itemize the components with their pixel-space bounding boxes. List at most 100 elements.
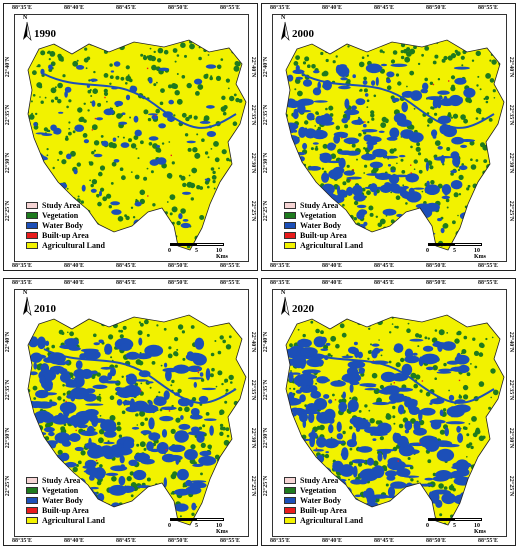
longitude-tick-bottom: 88°45'E — [115, 263, 137, 269]
legend-row: Vegetation — [26, 210, 105, 220]
vegetation-patch — [488, 118, 493, 122]
vegetation-patch — [300, 455, 302, 458]
vegetation-patch — [214, 211, 220, 217]
vegetation-patch — [335, 125, 340, 130]
water-body-patch — [113, 61, 121, 67]
vegetation-patch — [490, 368, 496, 374]
longitude-tick-bottom: 88°55'E — [477, 263, 499, 269]
water-body-patch — [206, 131, 217, 137]
latitude-tick-right: 22°30'N — [507, 152, 514, 174]
latitude-tick-left: 22°30'N — [263, 427, 270, 449]
vegetation-patch — [165, 498, 167, 500]
vegetation-patch — [349, 397, 352, 400]
water-body-patch — [393, 174, 410, 178]
vegetation-patch — [286, 407, 290, 411]
vegetation-patch — [366, 106, 369, 108]
water-body-patch — [418, 410, 423, 422]
vegetation-patch — [197, 312, 200, 315]
vegetation-patch — [229, 420, 235, 426]
latitude-tick-left: 22°30'N — [5, 152, 12, 174]
vegetation-patch — [180, 175, 186, 181]
vegetation-patch — [181, 75, 186, 79]
vegetation-patch — [424, 158, 429, 163]
vegetation-patch — [380, 508, 385, 513]
latitude-tick-right: 22°35'N — [249, 104, 256, 126]
vegetation-patch — [238, 127, 244, 133]
land-cover-map — [27, 39, 247, 251]
vegetation-patch — [187, 147, 192, 152]
vegetation-patch — [475, 117, 479, 120]
water-body-patch — [118, 475, 126, 486]
water-body-patch — [289, 437, 303, 441]
vegetation-patch — [115, 520, 117, 522]
vegetation-patch — [309, 180, 313, 184]
vegetation-patch — [241, 328, 246, 334]
water-body-patch — [90, 188, 97, 193]
built-up-patch — [334, 399, 337, 401]
vegetation-patch — [137, 330, 143, 336]
water-body-patch — [156, 157, 167, 165]
map-panel-1990: 88°35'E 88°35'E 88°40'E 88°40'E 88°45'E 88°45… — [3, 3, 258, 271]
vegetation-patch — [492, 188, 499, 195]
latitude-tick-left: 22°25'N — [5, 475, 12, 497]
water-body-patch — [353, 341, 358, 346]
vegetation-patch — [239, 474, 243, 479]
vegetation-patch — [191, 512, 195, 516]
water-body-patch — [347, 360, 366, 369]
water-body-patch — [364, 93, 369, 97]
water-body-patch — [397, 404, 405, 415]
vegetation-patch — [49, 51, 56, 57]
vegetation-patch — [228, 451, 231, 453]
north-label: N — [281, 290, 286, 296]
vegetation-patch — [167, 353, 173, 359]
water-body-patch — [439, 124, 448, 135]
vegetation-patch — [147, 509, 150, 512]
vegetation-patch — [66, 187, 69, 190]
vegetation-patch — [77, 40, 82, 44]
vegetation-patch — [137, 157, 140, 160]
vegetation-patch — [496, 159, 502, 166]
vegetation-patch — [68, 127, 71, 130]
built-up-patch — [410, 172, 412, 174]
vegetation-patch — [323, 344, 329, 350]
water-body-patch — [68, 433, 81, 442]
vegetation-patch — [121, 510, 127, 517]
vegetation-patch — [68, 99, 72, 103]
water-body-patch — [134, 201, 142, 207]
water-body-patch — [135, 353, 152, 360]
vegetation-patch — [491, 59, 497, 65]
vegetation-patch — [495, 356, 499, 360]
vegetation-patch — [300, 176, 306, 182]
vegetation-patch — [476, 42, 479, 45]
vegetation-patch — [143, 447, 147, 451]
vegetation-patch — [363, 76, 367, 81]
water-body-patch — [453, 404, 471, 413]
water-body-patch — [35, 454, 42, 458]
water-body-patch — [407, 406, 414, 411]
vegetation-patch — [106, 100, 108, 103]
vegetation-patch — [403, 48, 408, 54]
water-body-patch — [43, 462, 60, 473]
water-body-patch — [93, 342, 100, 346]
vegetation-patch — [88, 161, 94, 166]
vegetation-patch — [366, 190, 371, 196]
vegetation-patch — [435, 40, 440, 41]
vegetation-patch — [80, 200, 85, 204]
scale-label: 10 Kms — [474, 248, 486, 260]
vegetation-patch — [51, 344, 55, 349]
longitude-tick-top: 88°40'E — [63, 280, 85, 286]
vegetation-patch — [495, 414, 501, 420]
water-body-patch — [151, 114, 159, 120]
water-body-patch — [441, 492, 456, 505]
latitude-tick-left: 22°25'N — [263, 475, 270, 497]
longitude-tick-bottom: 88°45'E — [373, 538, 395, 544]
water-body-patch — [346, 186, 354, 196]
vegetation-patch — [218, 167, 220, 170]
water-body-patch — [290, 453, 296, 457]
vegetation-patch — [217, 350, 222, 355]
vegetation-patch — [115, 75, 120, 80]
water-body-patch — [415, 214, 426, 224]
vegetation-patch — [228, 159, 232, 162]
water-body-patch — [37, 336, 46, 350]
vegetation-patch — [497, 74, 504, 81]
